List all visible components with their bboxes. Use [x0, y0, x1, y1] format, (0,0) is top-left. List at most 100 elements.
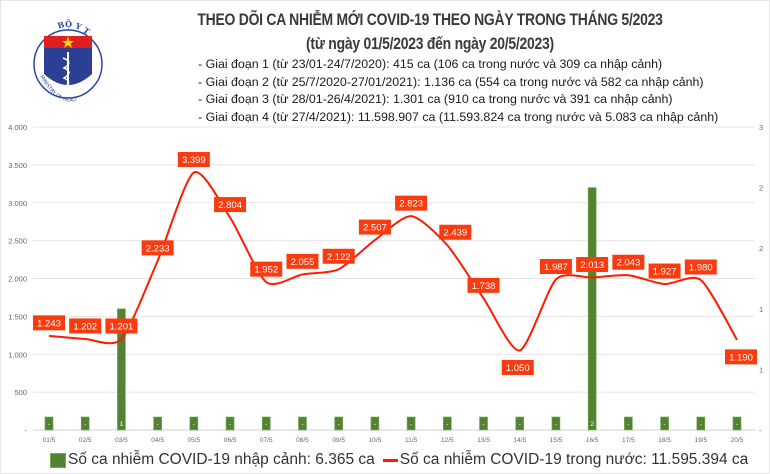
bar-label: 2	[590, 421, 594, 428]
y-tick-left: 2.000	[8, 275, 27, 284]
chart-subtitle: (từ ngày 01/5/2023 đến ngày 20/5/2023)	[306, 34, 554, 53]
bar-label: -	[338, 421, 340, 428]
y-tick-left: 3.000	[8, 199, 27, 208]
data-label: 2.804	[218, 200, 242, 211]
y-tick-left: 2.500	[8, 237, 27, 246]
x-tick-label: 09/5	[332, 437, 345, 444]
data-label: 1.190	[729, 352, 753, 363]
phase-note: - Giai đoạn 3 (từ 28/01-26/4/2021): 1.30…	[198, 92, 673, 106]
y-tick-right: -	[759, 426, 762, 435]
data-label-box	[501, 359, 534, 375]
y-tick-left: 1.500	[8, 312, 27, 321]
bar-imported	[660, 416, 669, 431]
y-tick-left: -	[25, 426, 28, 435]
data-label: 1.738	[472, 281, 496, 292]
bar-imported	[153, 416, 162, 431]
ministry-of-health-logo: BỘ Y TẾ MINISTRY OF HEALTH	[28, 16, 103, 104]
data-label-box	[358, 219, 391, 235]
x-tick-label: 08/5	[296, 437, 309, 444]
x-tick-label: 15/5	[550, 437, 563, 444]
bar-label: -	[482, 421, 484, 428]
phase-note: - Giai đoạn 1 (từ 23/01-24/7/2020): 415 …	[198, 57, 663, 71]
y-tick-right: 1	[759, 365, 763, 374]
x-tick-label: 19/5	[694, 437, 707, 444]
x-tick-label: 16/5	[586, 437, 599, 444]
bar-label: -	[193, 421, 195, 428]
data-label-box	[141, 240, 174, 256]
chart-title: THEO DÕI CA NHIỄM MỚI COVID-19 THEO NGÀY…	[197, 10, 663, 29]
x-tick-label: 20/5	[731, 437, 744, 444]
x-tick-label: 18/5	[658, 437, 671, 444]
bar-label: -	[410, 421, 412, 428]
x-tick-label: 13/5	[477, 437, 490, 444]
x-tick-label: 03/5	[115, 437, 128, 444]
data-label: 3.399	[182, 155, 206, 166]
data-label: 2.043	[616, 258, 640, 269]
bar-label: -	[700, 421, 702, 428]
data-label-box	[576, 257, 609, 273]
data-label: 1.050	[506, 363, 530, 374]
bar-imported	[515, 416, 525, 431]
x-tick-label: 07/5	[260, 437, 273, 444]
data-label: 2.823	[399, 199, 423, 210]
y-tick-right: 3	[759, 123, 763, 132]
data-label-box	[612, 254, 645, 270]
legend-label-imported: Số ca nhiễm COVID-19 nhập cảnh: 6.365 ca	[68, 451, 375, 468]
bar-label: -	[84, 421, 86, 428]
data-label-box	[539, 258, 572, 274]
x-tick-label: 17/5	[622, 437, 635, 444]
y-tick-right: 2	[759, 184, 763, 193]
bar-label: -	[519, 421, 521, 428]
data-label: 2.122	[327, 252, 351, 263]
data-label-box	[69, 318, 102, 334]
y-tick-left: 1.000	[8, 350, 27, 359]
data-label-box	[467, 277, 500, 293]
bar-imported	[370, 416, 380, 431]
bar-imported	[80, 416, 90, 431]
bar-label: -	[663, 421, 665, 428]
x-tick-label: 12/5	[441, 437, 454, 444]
bar-label: -	[157, 421, 159, 428]
y-tick-right: 2	[759, 244, 763, 253]
bar-label: -	[48, 421, 50, 428]
data-label: 1.202	[73, 321, 97, 332]
bar-imported	[334, 416, 343, 431]
data-label-box	[33, 315, 65, 331]
data-label-box	[105, 318, 138, 334]
bar-imported	[189, 416, 199, 431]
bar-imported	[587, 187, 597, 431]
data-label: 1.952	[254, 265, 278, 276]
data-label: 2.439	[443, 228, 467, 239]
data-label: 2.055	[291, 257, 315, 268]
bar-imported	[624, 416, 633, 431]
bar-label: -	[229, 421, 231, 428]
data-label: 1.201	[110, 322, 134, 333]
x-tick-label: 06/5	[224, 437, 237, 444]
bar-label: -	[446, 421, 448, 428]
data-label-box	[725, 349, 757, 365]
bar-imported	[479, 416, 488, 431]
data-label: 1.980	[689, 263, 713, 274]
bar-imported	[551, 416, 561, 431]
data-label-box	[322, 248, 355, 264]
bar-label: 1	[120, 421, 124, 428]
bar-imported	[261, 416, 271, 431]
data-label-box	[214, 197, 247, 213]
x-tick-label: 01/5	[43, 437, 56, 444]
data-label: 2.233	[146, 243, 170, 254]
data-label: 1.243	[37, 318, 61, 329]
bar-label: -	[265, 421, 267, 428]
legend-swatch-line	[382, 458, 398, 462]
data-label: 1.927	[653, 267, 677, 278]
bar-imported	[225, 416, 235, 431]
bar-imported	[443, 416, 452, 431]
x-tick-label: 10/5	[369, 437, 382, 444]
x-tick-label: 14/5	[513, 437, 526, 444]
bar-imported	[298, 416, 307, 431]
data-label: 1.987	[544, 262, 568, 273]
y-tick-left: 500	[14, 388, 27, 397]
bar-label: -	[555, 421, 557, 428]
data-label: 2.507	[363, 223, 387, 234]
x-tick-label: 04/5	[151, 437, 164, 444]
phase-note: - Giai đoạn 2 (từ 25/7/2020-27/01/2021):…	[198, 74, 704, 89]
